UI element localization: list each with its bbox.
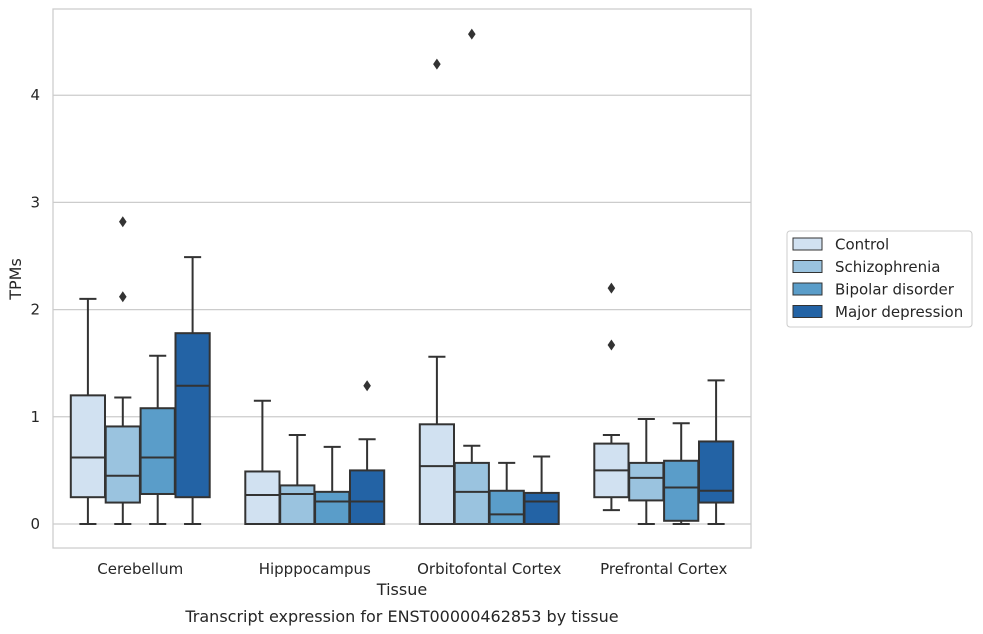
- y-tick-label: 4: [30, 86, 40, 104]
- legend: Control Schizophrenia Bipolar disorder Majo…: [786, 230, 973, 328]
- outlier-point: [119, 291, 127, 303]
- legend-label: Schizophrenia: [835, 258, 940, 276]
- box-iqr: [488, 489, 525, 526]
- legend-label: Control: [835, 236, 889, 254]
- box-group: [174, 256, 211, 525]
- box-iqr: [523, 491, 560, 525]
- box-iqr: [279, 484, 316, 525]
- x-tick-label: Hipppocampus: [259, 560, 371, 578]
- box-group: [279, 434, 316, 525]
- legend-swatch: [792, 282, 823, 296]
- legend-label: Bipolar disorder: [835, 281, 955, 299]
- y-tick-label: 0: [30, 515, 40, 533]
- box-group: [314, 445, 351, 525]
- box-group: [104, 216, 141, 525]
- box-group: [453, 28, 490, 525]
- legend-swatch: [792, 260, 823, 273]
- outlier-point: [607, 282, 616, 294]
- legend-swatch: [792, 305, 823, 318]
- plot-area-frame: [52, 8, 752, 549]
- y-axis-ticks: 0 1 2 3 4: [30, 86, 40, 533]
- box-iqr: [697, 440, 735, 504]
- outlier-point: [433, 58, 441, 70]
- outlier-point: [468, 28, 476, 40]
- box-iqr: [104, 425, 141, 504]
- x-tick-label: Orbitofontal Cortex: [417, 560, 561, 578]
- box-iqr: [69, 394, 107, 499]
- box-group: [418, 58, 456, 525]
- y-tick-label: 2: [30, 301, 40, 319]
- box-iqr: [663, 459, 700, 522]
- x-tick-label: Cerebellum: [97, 560, 183, 578]
- legend-swatch: [792, 237, 823, 251]
- box-group: [139, 354, 176, 525]
- outlier-point: [607, 339, 616, 351]
- box-group: [69, 297, 107, 525]
- legend-frame: [786, 230, 973, 328]
- box-group: [663, 422, 700, 525]
- x-axis-ticks: Cerebellum Hipppocampus Orbitofontal Corte…: [97, 560, 727, 578]
- box-group: [348, 380, 386, 525]
- y-tick-label: 3: [30, 193, 40, 211]
- outlier-point: [119, 216, 127, 228]
- box-group: [488, 461, 525, 526]
- box-iqr: [628, 461, 665, 502]
- outlier-point: [363, 380, 371, 392]
- box-group: [593, 282, 630, 512]
- box-iqr: [348, 469, 386, 525]
- x-axis-title: Tissue: [376, 580, 427, 599]
- box-iqr: [174, 332, 211, 499]
- box-iqr: [418, 423, 456, 525]
- box-iqr: [453, 461, 490, 525]
- y-axis-title: TPMs: [6, 258, 25, 301]
- box-group: [628, 417, 665, 525]
- chart-caption: Transcript expression for ENST0000046285…: [184, 607, 618, 626]
- box-iqr: [139, 407, 176, 495]
- box-iqr: [244, 470, 281, 525]
- box-plots: [69, 28, 735, 526]
- box-group: [697, 379, 735, 525]
- y-tick-label: 1: [30, 408, 40, 426]
- box-group: [244, 399, 281, 525]
- legend-label: Major depression: [835, 303, 963, 321]
- box-iqr: [314, 490, 351, 525]
- box-group: [523, 455, 560, 525]
- x-tick-label: Prefrontal Cortex: [600, 560, 727, 578]
